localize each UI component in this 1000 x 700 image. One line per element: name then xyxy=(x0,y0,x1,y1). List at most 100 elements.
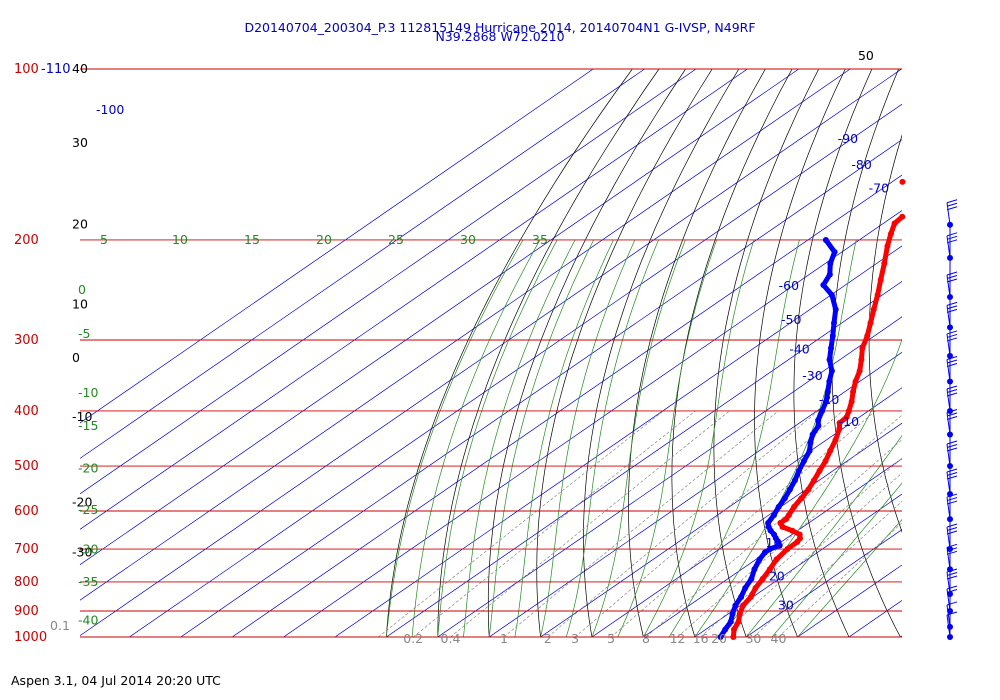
dry-adiabat-line xyxy=(487,69,686,637)
dewpoint-point xyxy=(766,546,773,553)
isotherm-line xyxy=(540,387,902,637)
theta-e-label: -35 xyxy=(78,574,98,589)
temperature-point xyxy=(805,486,812,493)
wind-profile xyxy=(946,199,958,640)
dewpoint-point xyxy=(786,486,793,493)
dewpoint-point xyxy=(824,388,831,395)
temperature-point xyxy=(810,477,817,484)
dewpoint-point xyxy=(748,575,755,582)
wind-barb-flag xyxy=(946,278,958,283)
dewpoint-point xyxy=(820,281,827,288)
isotherm-line xyxy=(489,351,902,637)
mixing-ratio-label: 20 xyxy=(711,631,727,646)
pressure-tick-label: 1000 xyxy=(14,630,47,645)
wind-barb-flag xyxy=(946,471,958,476)
isotherm-label: 30 xyxy=(778,598,794,613)
dewpoint-point xyxy=(742,585,749,592)
dewpoint-point xyxy=(738,593,745,600)
temperature-point xyxy=(752,585,759,592)
wind-barb-flag xyxy=(946,232,958,237)
wind-barb-flag xyxy=(946,206,958,211)
mixing-ratio-label: 3 xyxy=(571,631,579,646)
dry-adiabat-line xyxy=(536,69,713,637)
dry-adiabat-line xyxy=(583,69,740,637)
wind-barb-staff xyxy=(946,604,951,627)
temperature-point xyxy=(785,512,792,519)
isotherm-line xyxy=(283,210,902,637)
wind-barb-flag xyxy=(946,392,958,397)
temperature-point xyxy=(822,458,829,465)
isotherm-label: -10 xyxy=(839,414,859,429)
dewpoint-point xyxy=(832,306,839,313)
wind-barb-flag xyxy=(946,333,958,338)
dewpoint-point xyxy=(806,447,813,454)
dewpoint-point xyxy=(829,332,836,339)
temperature-point xyxy=(736,610,743,617)
theta-e-label: 0 xyxy=(78,282,86,297)
wind-barb-flag xyxy=(946,330,958,335)
dry-adiabat-line xyxy=(793,69,873,637)
wind-barb-flag xyxy=(946,359,958,364)
moist-adiabat-line xyxy=(771,482,902,637)
temperature-point xyxy=(766,566,773,573)
theta-e-label: 15 xyxy=(244,232,260,247)
dewpoint-point xyxy=(761,549,768,556)
corner-temperature-label: -110 xyxy=(41,62,71,77)
dewpoint-point xyxy=(828,367,835,374)
wind-barb-flag xyxy=(946,500,958,505)
dry-adiabat-line xyxy=(713,69,820,637)
wind-barb-flag xyxy=(946,416,958,420)
isotherm-label: 20 xyxy=(769,568,785,583)
theta-e-label: -20 xyxy=(78,460,98,475)
mixing-ratio-label: 2 xyxy=(544,631,552,646)
theta-e-label: 35 xyxy=(532,232,548,247)
temperature-point xyxy=(759,575,766,582)
temperature-point xyxy=(798,495,805,502)
dewpoint-point xyxy=(826,378,833,385)
pressure-tick-label: 200 xyxy=(14,233,39,248)
dewpoint-point xyxy=(809,431,816,438)
moist-adiabat-line xyxy=(540,239,636,637)
dewpoint-point xyxy=(822,236,829,243)
dewpoint-point xyxy=(815,417,822,424)
temperature-point xyxy=(850,388,857,395)
temperature-point xyxy=(864,332,871,339)
theta-tick-label: 50 xyxy=(858,48,874,63)
pressure-tick-label: 400 xyxy=(14,404,39,419)
dewpoint-point xyxy=(815,422,822,429)
dewpoint-point xyxy=(781,495,788,502)
theta-e-label: -25 xyxy=(78,502,98,517)
pressure-tick-label: 500 xyxy=(14,459,39,474)
dry-adiabat-line xyxy=(905,69,1000,637)
temperature-point xyxy=(881,260,888,267)
dewpoint-point xyxy=(831,319,838,326)
isobar-lines xyxy=(80,68,902,638)
wind-barb-flag xyxy=(946,447,958,452)
pressure-tick-label: 700 xyxy=(14,542,39,557)
isotherm-line xyxy=(591,422,902,637)
wind-barb-flag xyxy=(946,412,958,417)
temperature-point xyxy=(796,531,803,538)
mixing-ratio-label: 0.4 xyxy=(441,631,461,646)
temperature-point xyxy=(784,546,791,553)
temperature-point xyxy=(791,503,798,510)
temperature-point xyxy=(773,556,780,563)
wind-barb-flag xyxy=(946,468,958,473)
left-temperature-label: -10 xyxy=(72,409,92,424)
dry-adiabat-line xyxy=(831,69,901,637)
wind-barb-flag xyxy=(946,572,958,576)
wind-barb-flag xyxy=(946,199,958,204)
temperature-point xyxy=(827,447,834,454)
wind-barb-flag xyxy=(946,440,958,445)
dry-adiabat-line xyxy=(437,69,660,637)
wind-barb-flag xyxy=(946,550,958,555)
dry-adiabat-line xyxy=(386,69,633,637)
moist-adiabat-line xyxy=(386,239,524,637)
dewpoint-point xyxy=(732,602,739,609)
wind-barb-flag xyxy=(946,523,958,528)
mixing-ratio-label: 0.1 xyxy=(50,618,70,633)
theta-e-label: 30 xyxy=(460,232,476,247)
wind-barb-flag xyxy=(946,363,958,368)
mixing-ratio-line xyxy=(718,472,902,637)
dewpoint-point xyxy=(795,467,802,474)
